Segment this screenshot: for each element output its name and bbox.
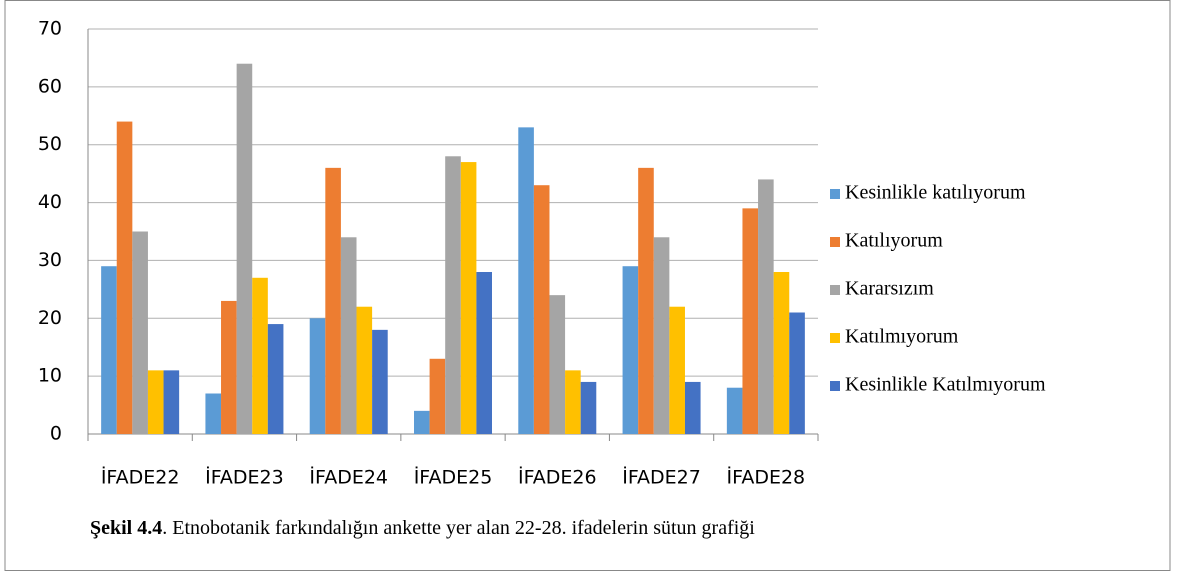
frame [4, 0, 1171, 571]
legend-label: Kesinlikle katılıyorum [845, 182, 1026, 204]
bar [132, 231, 148, 434]
y-tick-label: 30 [38, 249, 62, 271]
legend-swatch [830, 189, 840, 199]
y-tick-label: 70 [38, 18, 62, 40]
bar [414, 410, 430, 434]
caption-label: Şekil 4.4 [90, 517, 162, 539]
x-tick-label: İFADE22 [101, 466, 180, 489]
bar [518, 127, 534, 434]
bar [726, 387, 743, 434]
bar [742, 208, 759, 434]
x-tick-label: İFADE28 [727, 466, 806, 489]
legend-label: Katılıyorum [845, 230, 943, 252]
bar [205, 393, 222, 434]
bar [236, 63, 253, 434]
bar [267, 324, 284, 434]
bar [356, 306, 373, 434]
bar [221, 300, 237, 434]
bar [789, 312, 805, 434]
caption: Şekil 4.4. Etnobotanik farkındalığın ank… [90, 517, 755, 539]
bar [340, 237, 357, 434]
legend-swatch [830, 333, 840, 343]
bar [325, 167, 341, 434]
caption-text: . Etnobotanik farkındalığın ankette yer … [162, 517, 755, 539]
bar [533, 185, 550, 434]
legend-swatch [830, 285, 840, 295]
x-tick-label: İFADE25 [414, 466, 493, 489]
bar [116, 121, 133, 435]
y-tick-label: 0 [50, 423, 62, 445]
y-tick-label: 20 [38, 307, 62, 329]
bar [445, 156, 461, 435]
bar [163, 370, 180, 434]
y-tick-label: 50 [38, 133, 62, 155]
x-tick-label: İFADE27 [622, 466, 701, 489]
legend-swatch [830, 237, 840, 247]
bar [372, 329, 388, 434]
bar [669, 306, 685, 434]
x-tick-label: İFADE23 [205, 466, 284, 489]
bar [476, 272, 492, 434]
bar [429, 358, 446, 434]
y-tick-label: 60 [38, 75, 62, 97]
bar [580, 381, 597, 434]
y-tick-label: 40 [38, 191, 62, 213]
bar [684, 381, 701, 434]
bar [773, 272, 790, 434]
bar [252, 277, 268, 434]
bar [758, 179, 774, 434]
bar [101, 266, 117, 434]
y-tick-label: 10 [38, 365, 62, 387]
bar [622, 266, 639, 434]
bar [638, 167, 654, 434]
bar [460, 162, 477, 435]
legend-swatch [830, 381, 840, 391]
bar [549, 295, 566, 434]
bar [147, 370, 164, 434]
legend-label: Katılmıyorum [845, 326, 959, 348]
bar [309, 318, 326, 434]
x-tick-label: İFADE26 [518, 466, 597, 489]
bar [653, 237, 670, 434]
bar [565, 370, 581, 434]
legend-label: Kararsızım [845, 278, 934, 300]
legend-label: Kesinlikle Katılmıyorum [845, 374, 1046, 396]
x-tick-label: İFADE24 [309, 466, 388, 489]
